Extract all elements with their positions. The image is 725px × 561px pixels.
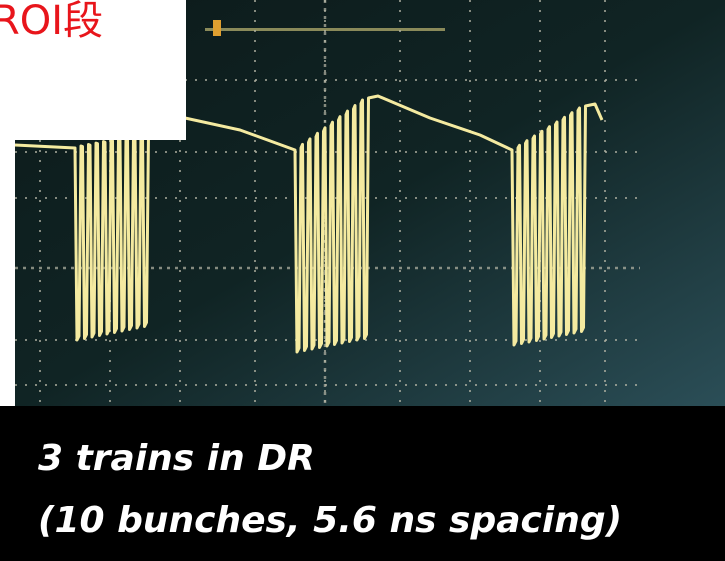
partial-title: ROI段 [0,0,103,44]
caption-line: (10 bunches, 5.6 ns spacing) [38,500,622,541]
scope-marker [213,20,221,36]
caption-line: 3 trains in DR [38,438,315,479]
slide: ROI段 3 trains in DR (10 bunches, 5.6 ns … [0,0,725,561]
